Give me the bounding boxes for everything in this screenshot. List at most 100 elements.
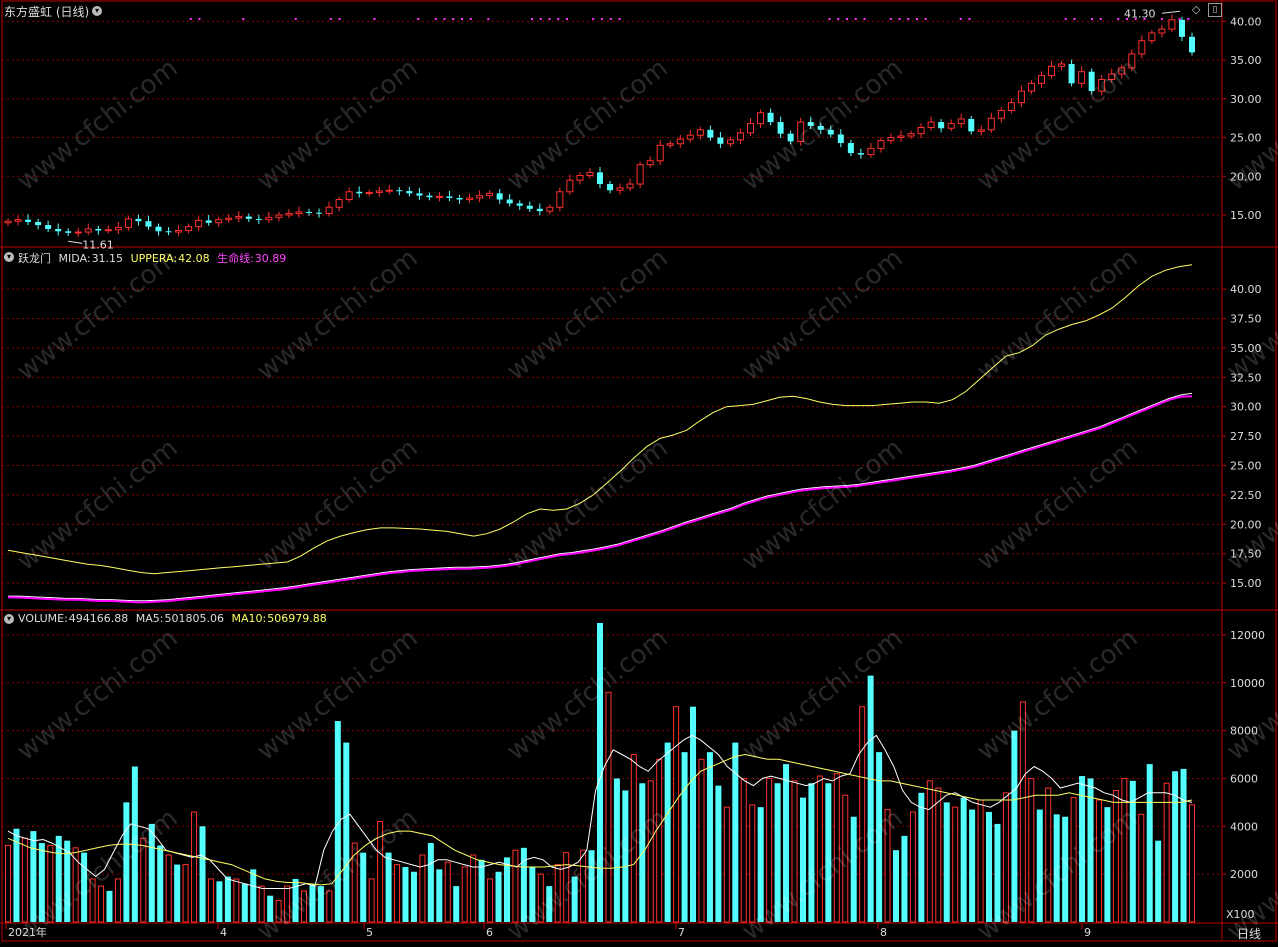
volume-bar <box>1180 768 1187 922</box>
volume-y-label: 4000 <box>1230 820 1258 833</box>
diamond-icon[interactable]: ◇ <box>1192 3 1201 16</box>
candle-body <box>385 189 393 192</box>
candle-body <box>987 117 995 131</box>
volume-bar <box>918 792 925 922</box>
volume-bar <box>833 773 840 923</box>
volume-bar <box>1138 813 1145 923</box>
volume-bar <box>935 787 942 923</box>
candle-body <box>135 218 142 222</box>
volume-bar <box>850 816 857 922</box>
indicator-y-label: 37.50 <box>1230 313 1262 326</box>
price-y-label: 15.00 <box>1230 209 1262 222</box>
candle-body <box>345 191 353 201</box>
candle-body <box>476 195 484 199</box>
volume-bar <box>72 847 79 923</box>
volume-bar <box>148 823 155 922</box>
signal-dot <box>889 18 892 20</box>
volume-bar <box>114 878 121 923</box>
candle-body <box>45 225 52 229</box>
volume-bar <box>368 878 375 923</box>
volume-bar <box>943 802 950 922</box>
life-line <box>7 395 1193 604</box>
candle-body <box>566 179 574 193</box>
volume-bar <box>926 780 933 923</box>
candle-body <box>426 195 433 198</box>
candle-body <box>225 217 233 221</box>
signal-dot <box>618 18 621 20</box>
candle-body <box>255 218 262 220</box>
indicator-menu-icon[interactable]: ▾ <box>4 252 14 262</box>
candle-body <box>506 199 513 204</box>
candle-body <box>586 171 594 177</box>
candle-body <box>1108 73 1116 80</box>
volume-bar <box>664 742 671 922</box>
candle-body <box>1058 63 1066 67</box>
volume-bar <box>1146 764 1153 922</box>
maximize-button[interactable]: ▯ <box>1208 3 1222 17</box>
indicator-header: 跃龙门 MIDA:31.15 UPPERA:42.08 生命线:30.89 <box>18 250 290 266</box>
signal-dot <box>189 18 192 20</box>
x-axis-label: 6 <box>486 926 493 939</box>
candle-body <box>496 193 503 200</box>
indicator-y-label: 22.50 <box>1230 489 1262 502</box>
volume-bar <box>1028 777 1035 923</box>
volume-bar <box>969 809 976 922</box>
volume-bar <box>224 876 231 922</box>
candle-body <box>1078 71 1086 84</box>
candle-body <box>676 138 684 145</box>
candle-body <box>1037 75 1045 84</box>
period-label[interactable]: 日线 <box>1237 927 1262 941</box>
low-marker-line <box>68 240 83 244</box>
signal-dot <box>557 18 560 20</box>
candle-body <box>185 226 193 232</box>
candle-body <box>717 137 724 144</box>
candle-body <box>1098 78 1106 92</box>
volume-menu-icon[interactable]: ▾ <box>4 614 14 624</box>
candle-body <box>375 190 383 194</box>
candle-body <box>897 135 905 139</box>
candle-body <box>707 129 714 138</box>
candle-body <box>887 137 895 142</box>
candle-body <box>145 221 152 227</box>
price-y-label: 35.00 <box>1230 54 1262 67</box>
candle-body <box>957 118 965 125</box>
candle-body <box>14 219 22 222</box>
volume-bar <box>1095 799 1102 923</box>
candle-body <box>877 140 885 149</box>
signal-dot <box>828 18 831 20</box>
volume-bar <box>38 843 45 922</box>
volume-bar <box>766 777 773 923</box>
volume-bar <box>123 802 130 922</box>
uppera-label: UPPERA: <box>130 252 178 265</box>
candle-body <box>155 226 162 232</box>
candle-body <box>104 229 112 232</box>
candle-body <box>817 125 824 130</box>
signal-dot <box>1064 18 1067 20</box>
volume-bar <box>267 895 274 922</box>
volume-bar <box>529 866 536 922</box>
volume-header: VOLUME:494166.88 MA5:501805.06 MA10:5069… <box>18 612 331 625</box>
signal-dot <box>443 18 446 20</box>
indicator-y-label: 25.00 <box>1230 460 1262 473</box>
chevron-down-icon[interactable]: ▾ <box>92 6 102 16</box>
indicator-y-label: 32.50 <box>1230 371 1262 384</box>
volume-bar <box>808 783 815 922</box>
volume-bar <box>444 861 451 923</box>
volume-bar <box>1129 780 1136 922</box>
volume-y-label: 6000 <box>1230 772 1258 785</box>
candle-body <box>1168 19 1176 30</box>
ma10-line <box>7 753 1193 886</box>
signal-dot <box>968 18 971 20</box>
candle-body <box>666 143 674 146</box>
volume-bar <box>901 835 908 922</box>
price-y-label: 20.00 <box>1230 170 1262 183</box>
volume-bar <box>1053 814 1060 922</box>
volume-bar <box>520 847 527 922</box>
volume-bar <box>791 780 798 923</box>
volume-bar <box>461 866 468 923</box>
volume-bar <box>98 885 105 923</box>
volume-bar <box>960 797 967 922</box>
life-value: 30.89 <box>254 252 287 265</box>
volume-bar <box>47 844 54 923</box>
x-axis-label: 8 <box>880 926 887 939</box>
